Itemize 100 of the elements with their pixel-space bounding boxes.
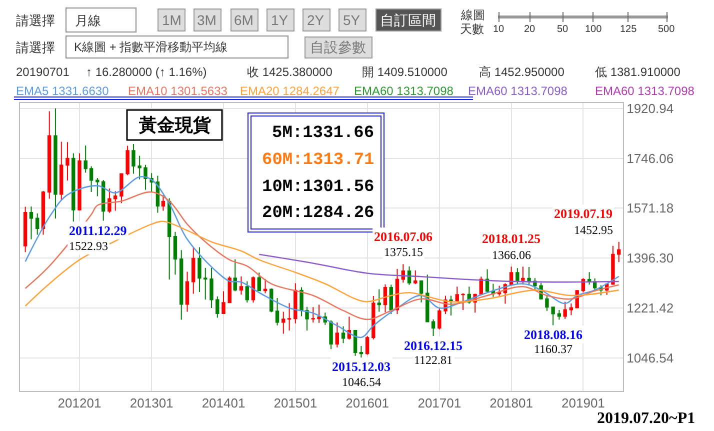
text: EMA20 1284.2647 (240, 84, 340, 98)
candlestick (239, 276, 244, 296)
text: EMA60 1313.7098 (468, 84, 568, 98)
x-tick-label: 201601 (346, 396, 389, 411)
text: 高 1452.950000 (479, 65, 565, 79)
candlestick (611, 245, 615, 286)
candlestick (563, 301, 567, 320)
candlestick (185, 271, 190, 312)
text: 1M (162, 12, 182, 28)
candlestick (204, 267, 208, 300)
x-tick-label: 201801 (490, 396, 533, 411)
candlestick (551, 306, 555, 326)
text: 20 (524, 24, 536, 35)
candlestick (192, 246, 196, 294)
line-series (24, 191, 620, 320)
candlestick (179, 250, 184, 320)
text: 開 1409.510000 (362, 65, 448, 79)
candlestick (395, 268, 400, 315)
candlestick (365, 335, 370, 356)
candlestick (414, 270, 418, 285)
annotation: 60M:1313.71 (262, 151, 374, 170)
candlestick (419, 280, 424, 303)
text: 125 (620, 24, 638, 35)
candlestick (287, 302, 292, 332)
candlestick (101, 179, 106, 222)
candlestick (60, 141, 64, 200)
text: 2Y (307, 12, 325, 28)
candlestick (54, 108, 58, 219)
candlestick (275, 298, 280, 326)
y-tick-label: 1221.42 (626, 300, 674, 316)
candlestick (257, 272, 261, 292)
candlestick (372, 296, 376, 340)
text: 10 (493, 24, 505, 35)
candlestick (126, 145, 130, 176)
candlestick (431, 318, 436, 337)
annotation: 20M:1284.26 (262, 204, 374, 223)
annotation: 1366.06 (492, 248, 531, 262)
annotation: 2016.07.06 (374, 229, 433, 244)
annotation: 黃金現貨 (138, 115, 211, 135)
text: 請選擇 (16, 13, 55, 28)
candlestick (341, 326, 346, 344)
annotation: 2015.12.03 (332, 359, 391, 374)
candlestick (41, 190, 46, 236)
annotation: 1522.93 (69, 239, 108, 253)
text: 1Y (271, 12, 289, 28)
x-tick-label: 201701 (418, 396, 462, 411)
text: 50 (557, 24, 569, 35)
annotation: 1122.81 (414, 353, 453, 367)
text: 5Y (343, 12, 361, 28)
candlestick (521, 266, 525, 286)
y-tick-label: 1920.94 (626, 100, 674, 116)
candlestick (132, 144, 136, 174)
annotation: 2016.12.15 (404, 338, 463, 353)
text: 2019.07.20~P1 (597, 410, 696, 427)
candlestick (329, 320, 333, 350)
text: 3M (197, 12, 216, 28)
legend-label: EMA60 1313.7098 (595, 84, 695, 98)
candlestick (48, 110, 52, 200)
line-series (24, 220, 620, 307)
candlestick (222, 290, 226, 314)
text: 低 1381.910000 (595, 65, 681, 79)
x-tick-label: 201901 (562, 396, 605, 411)
candlestick (569, 302, 574, 316)
text: 請選擇 (16, 40, 55, 55)
annotation: 10M:1301.56 (262, 178, 374, 197)
candlestick (29, 206, 34, 240)
text: 500 (658, 24, 676, 35)
annotation: 2018.08.16 (524, 327, 583, 342)
text: EMA10 1301.5633 (128, 84, 228, 98)
legend-label: EMA60 1313.7098 (354, 84, 454, 98)
candlestick (317, 304, 321, 324)
candlestick (161, 194, 166, 212)
candlestick (383, 284, 388, 313)
candlestick (173, 231, 178, 276)
candlestick (216, 296, 220, 318)
candlestick (35, 212, 40, 236)
annotation: 1046.54 (342, 375, 381, 389)
candlestick (294, 282, 298, 324)
annotation: 5M:1331.66 (272, 124, 374, 143)
candlestick (144, 164, 148, 190)
candlestick (167, 198, 172, 280)
candlestick (545, 294, 549, 312)
candlestick (233, 258, 237, 292)
text: 6M (234, 12, 254, 28)
candlestick (449, 295, 453, 316)
candlestick (557, 310, 562, 320)
candlestick (84, 144, 88, 174)
text: 天數 (460, 22, 484, 36)
candlestick (198, 246, 202, 293)
candlestick (516, 268, 520, 284)
candlestick (617, 241, 621, 263)
candlestick (113, 190, 118, 212)
candlestick (263, 278, 268, 294)
candlestick (485, 268, 490, 293)
y-tick-label: 1746.06 (626, 150, 674, 166)
x-tick-label: 201401 (202, 396, 246, 411)
candlestick (245, 280, 249, 304)
candlestick (23, 206, 28, 253)
text: 收 1425.380000 (247, 65, 333, 79)
candlestick (72, 152, 76, 222)
